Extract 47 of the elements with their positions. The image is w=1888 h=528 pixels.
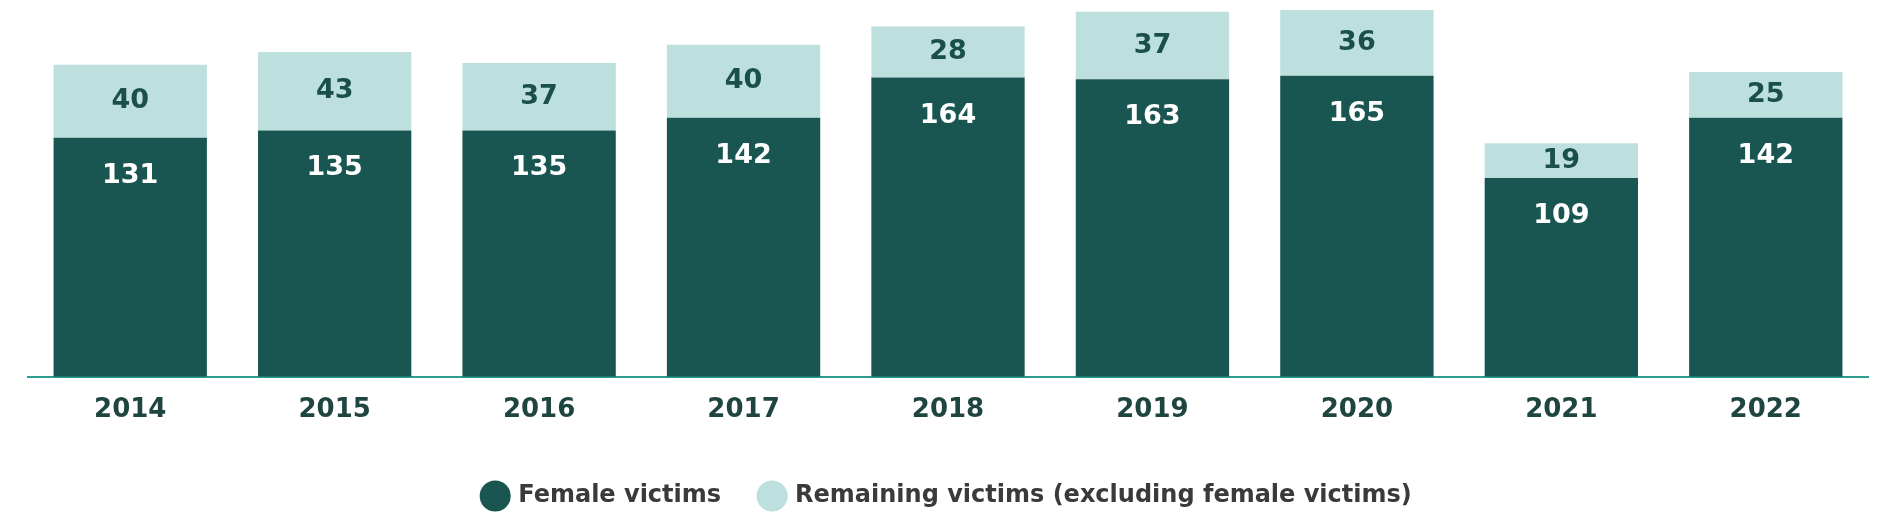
bar xyxy=(462,130,616,377)
data-label: 37 xyxy=(520,78,558,110)
data-label: 36 xyxy=(1338,24,1376,56)
x-tick-label: 2018 xyxy=(911,393,985,424)
bar xyxy=(871,77,1025,377)
x-tick-label: 2015 xyxy=(298,393,371,424)
legend-label: Female victims xyxy=(518,480,722,509)
bar xyxy=(666,44,821,118)
data-label: 40 xyxy=(111,83,150,115)
bar xyxy=(871,26,1025,78)
data-label: 28 xyxy=(929,33,967,65)
bar xyxy=(258,51,412,131)
data-label: 19 xyxy=(1542,142,1581,174)
data-label: 142 xyxy=(715,137,772,169)
data-label: 164 xyxy=(919,97,977,129)
x-tick-label: 2022 xyxy=(1729,393,1802,424)
x-tick-label: 2014 xyxy=(94,393,167,424)
x-tick-label: 2016 xyxy=(502,393,576,424)
data-label: 135 xyxy=(306,150,363,182)
bar xyxy=(1075,11,1230,80)
legend-label: Remaining victims (excluding female victims) xyxy=(795,480,1412,509)
data-label: 43 xyxy=(315,73,354,105)
x-tick-label: 2017 xyxy=(707,393,780,424)
data-label: 40 xyxy=(724,63,763,95)
x-tick-label: 2021 xyxy=(1525,393,1598,424)
x-tick-label: 2020 xyxy=(1320,393,1394,424)
bar xyxy=(1280,10,1434,76)
data-label: 142 xyxy=(1737,137,1794,169)
bar xyxy=(1280,75,1434,377)
bar xyxy=(258,130,412,377)
bar xyxy=(1689,72,1843,118)
bar xyxy=(1484,177,1638,377)
data-label: 25 xyxy=(1746,76,1785,108)
bar xyxy=(1484,143,1638,178)
data-label: 37 xyxy=(1133,27,1172,59)
data-label: 131 xyxy=(102,157,159,189)
bar xyxy=(53,137,207,377)
bar xyxy=(1075,79,1230,377)
bar xyxy=(462,62,616,131)
bar xyxy=(53,64,207,138)
data-label: 109 xyxy=(1533,197,1590,229)
data-label: 135 xyxy=(510,150,568,182)
data-label: 163 xyxy=(1124,99,1181,131)
x-tick-label: 2019 xyxy=(1116,393,1189,424)
bar xyxy=(666,117,821,377)
bar xyxy=(1689,117,1843,377)
data-label: 165 xyxy=(1328,95,1386,127)
